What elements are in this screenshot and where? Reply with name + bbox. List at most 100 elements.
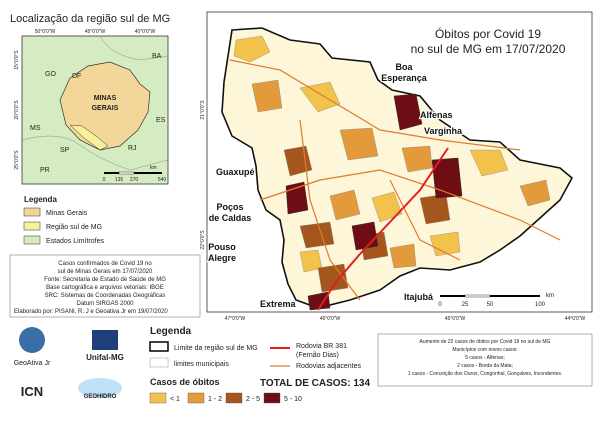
legend-title: Casos de óbitos [150,377,220,387]
city-label: Varginha [424,126,463,136]
mg-label: GERAIS [92,105,119,112]
credit-line: sul de Minas Gerais em 17/07/2020 [58,269,153,275]
city-label: Poços [216,202,243,212]
class-label: 2 - 5 [246,396,260,403]
city-label: Alegre [208,253,236,263]
map-coord: 44°0'0"W [565,316,586,322]
scale-label: km [150,165,157,171]
state-label: GO [45,71,56,78]
note-line: 5 casos - Alfenas; [465,355,504,361]
map-coord: 46°0'0"W [320,316,341,322]
inset-coord: 40°0'0"W [135,29,156,35]
credit-line: Base cartográfica e arquivos vetoriais: … [46,285,164,291]
inset-scale [104,171,162,175]
city-label: Esperança [381,73,428,83]
mg-label: MINAS [94,95,117,102]
map-coord: 45°0'0"W [445,316,466,322]
total: TOTAL DE CASOS: 134 [260,378,370,389]
note-line: 2 casos - Borda da Mata; [457,363,513,369]
scale-label: 100 [535,302,546,308]
note-box [377,333,593,387]
city-label: Alfenas [420,110,453,120]
legend-label: Região sul de MG [46,224,102,231]
map-title: no sul de MG em 17/07/2020 [411,42,566,56]
state-label: SP [60,147,70,154]
state-border [99,35,169,61]
state-label: BA [152,53,162,60]
map-coord: 21°0'0"S [200,100,206,120]
class-swatch [263,392,281,404]
legend-title: Legenda [24,195,57,204]
logo: Unifal-MG [86,353,124,362]
class-label: < 1 [170,396,180,403]
scale-label: km [546,293,554,299]
logo-icon [78,378,122,398]
br381 [317,147,449,311]
city-label: Pouso [208,242,236,252]
legend-swatch [149,357,169,368]
logo: GeoAtiva Jr [14,360,51,367]
south-region [69,124,109,151]
legend-swatch [23,221,41,231]
legend-label: Limite da região sul de MG [174,345,258,352]
legend-label: Rodovia BR 381 [296,343,347,350]
scale-label: 25 [462,302,469,308]
city-label: Extrema [260,299,297,309]
legend-label: Rodovias adjacentes [296,363,361,370]
inset-title: Localização da região sul de MG [10,13,170,25]
adjacent-roads [229,59,561,301]
map-title: Óbitos por Covid 19 [435,26,541,41]
map-coord: 22°0'0"S [200,230,206,250]
credit-line: Casos confirmados de Covid 19 no [58,261,152,267]
state-label: DF [72,73,81,80]
state-label: ES [156,117,166,124]
class-label: 5 - 10 [284,396,302,403]
scale-label: 0 [103,177,106,183]
logo-icon [92,330,118,350]
legend-swatch [23,207,41,217]
scale-label: 50 [487,302,494,308]
state-label: RJ [128,145,137,152]
legend-label: (Fernão Dias) [296,352,339,359]
legend-swatch [149,341,169,352]
state-border [21,135,169,171]
state-label: MS [30,125,41,132]
logo: GEOHIDRO [84,394,117,400]
legend-label: Minas Gerais [46,210,88,217]
legend-label: limites municipais [174,361,229,368]
credit-line: Fonte: Secretaria de Estado de Saúde de … [44,277,166,283]
city-label: Guaxupé [216,167,255,177]
credit-line: Elaborado por: PISANI, R. J e Geoativa J… [14,309,168,315]
scale-label: 270 [130,177,139,183]
note-line: Municípios com novos casos: [452,347,517,353]
legend-title: Legenda [150,326,192,337]
logo: ICN [21,384,43,399]
map-coord: 47°0'0"W [225,316,246,322]
credit-line: SRC: Sistemas de Coordenadas Geográficas [45,293,166,299]
city-label: de Caldas [209,213,252,223]
legend-swatch [23,235,41,245]
inset-coord: 45°0'0"W [85,29,106,35]
municipality-class-2 [251,79,551,269]
class-swatch [225,392,243,404]
inset-coord: 15°0'0"S [14,50,20,70]
municipality-class-1 [233,35,509,273]
scale-label: 135 [115,177,124,183]
scale-label: 0 [438,302,442,308]
city-label: Boa [395,62,413,72]
note-line: 1 casos - Conceição dos Ouros, Congonhal… [408,371,563,377]
class-label: 1 - 2 [208,396,222,403]
class-swatch [187,392,205,404]
credit-line: Datum SIRGAS 2000 [76,301,134,307]
inset-coord: 25°0'0"S [14,150,20,170]
logo-icon [19,327,45,353]
city-label: Itajubá [404,292,434,302]
note-line: Aumento de 22 casos de óbitos por Covid … [420,339,551,345]
scale-label: 540 [158,177,167,183]
state-label: PR [40,167,50,174]
map-scale [440,294,540,298]
inset-coord: 20°0'0"S [14,100,20,120]
credits-box [9,254,201,318]
legend-label: Estados Limítrofes [46,238,104,245]
inset-coord: 50°0'0"W [35,29,56,35]
